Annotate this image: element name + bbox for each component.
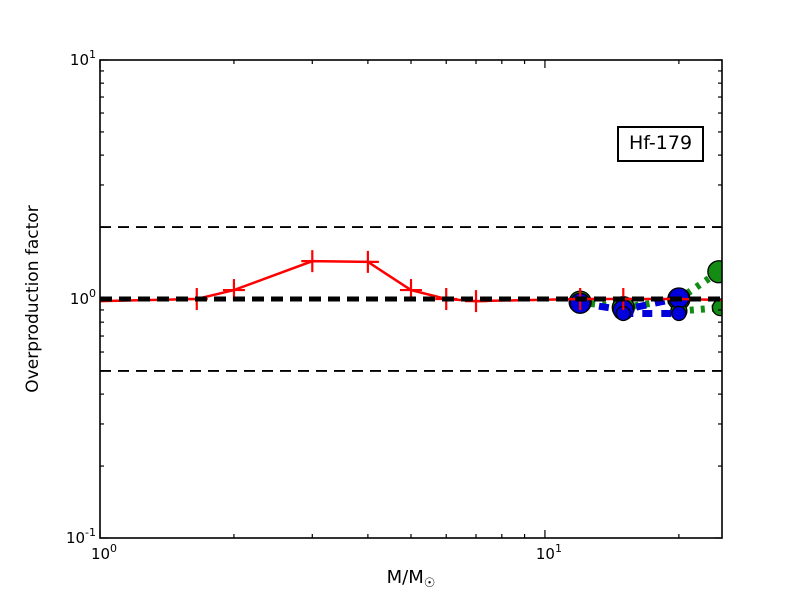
y-tick-label: 10-1 [66,526,96,547]
y-tick-label: 101 [70,48,96,69]
data-region [100,226,722,372]
x-axis-label: M/M☉ [387,567,436,591]
series-massive-green-a-marker [707,260,722,284]
x-tick-label: 100 [91,542,117,563]
isotope-label: Hf-179 [629,132,693,154]
sun-symbol-icon: ☉ [423,576,436,591]
isotope-annotation-box: Hf-179 [617,126,705,162]
series-massive-blue-b-marker [671,305,687,322]
x-tick-label: 101 [536,542,562,563]
x-axis-label-text: M/M [386,567,424,588]
series-massive-green-b-marker [711,299,722,317]
series-massive-green-a-line [579,268,721,312]
y-axis-label: Overproduction factor [23,205,43,393]
axes-frame [99,59,723,539]
y-tick-label: 100 [70,287,96,308]
